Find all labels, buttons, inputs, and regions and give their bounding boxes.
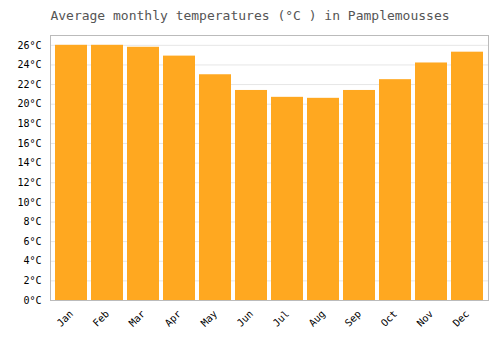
svg-text:Dec: Dec (451, 308, 472, 329)
svg-text:Jan: Jan (55, 308, 76, 329)
svg-text:Jul: Jul (271, 308, 292, 329)
svg-text:0°C: 0°C (23, 295, 41, 306)
svg-text:8°C: 8°C (23, 216, 41, 227)
svg-text:20°C: 20°C (17, 98, 41, 109)
svg-text:Jun: Jun (235, 308, 256, 329)
svg-text:Nov: Nov (415, 308, 436, 329)
svg-text:Apr: Apr (163, 308, 184, 329)
html-text:Average monthly temperatures (: Average monthly temperatures (°C ) in Pa… (50, 8, 450, 23)
svg-text:6°C: 6°C (23, 236, 41, 247)
svg-text:16°C: 16°C (17, 138, 41, 149)
svg-text:18°C: 18°C (17, 118, 41, 129)
svg-text:May: May (199, 308, 220, 329)
svg-text:Feb: Feb (91, 308, 112, 329)
svg-text:Sep: Sep (343, 308, 364, 329)
svg-text:24°C: 24°C (17, 59, 41, 70)
svg-text:22°C: 22°C (17, 79, 41, 90)
svg-text:2°C: 2°C (23, 275, 41, 286)
svg-text:14°C: 14°C (17, 157, 41, 168)
svg-text:Oct: Oct (379, 308, 400, 329)
svg-text:Mar: Mar (127, 308, 148, 329)
svg-text:10°C: 10°C (17, 197, 41, 208)
svg-text:12°C: 12°C (17, 177, 41, 188)
svg-text:Aug: Aug (307, 308, 328, 329)
svg-text:4°C: 4°C (23, 255, 41, 266)
svg-text:26°C: 26°C (17, 40, 41, 51)
